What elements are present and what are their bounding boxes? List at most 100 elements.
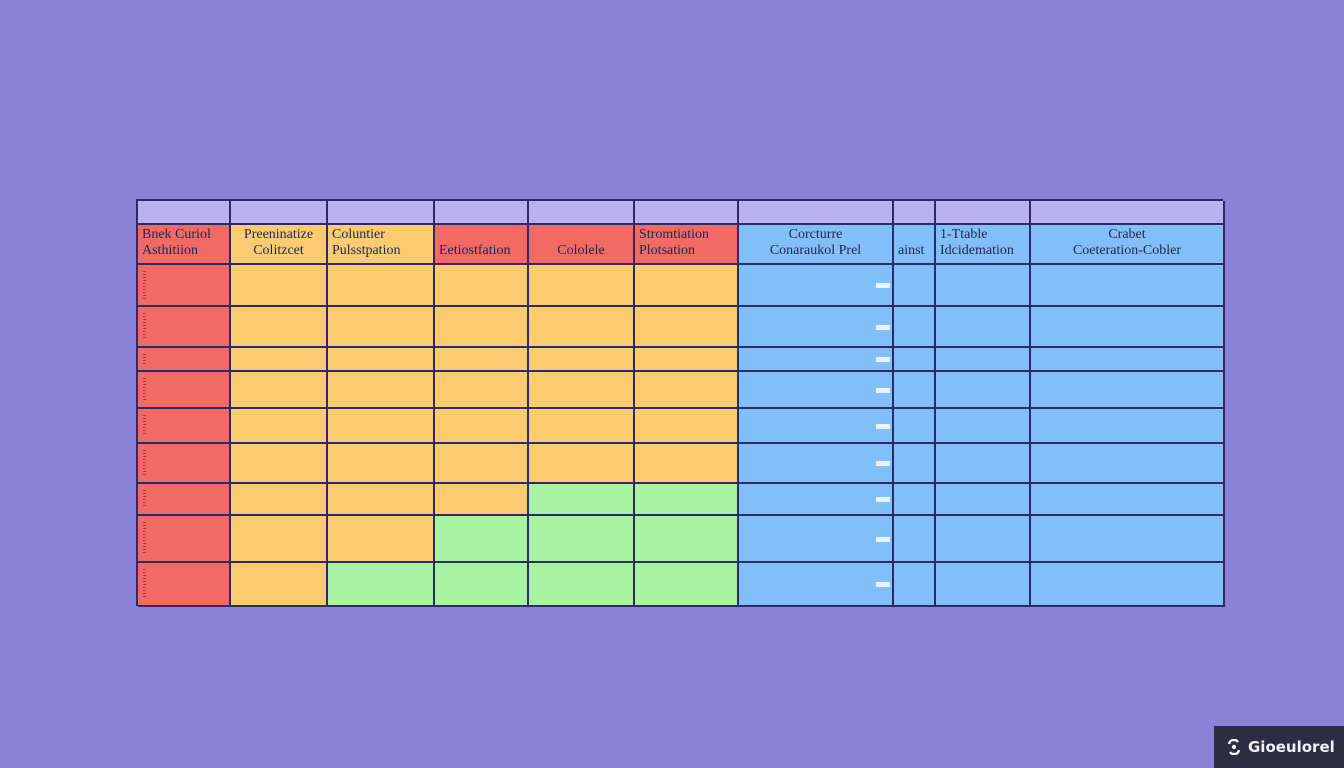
table-cell[interactable] [138,409,231,444]
table-cell[interactable] [739,348,894,372]
table-cell[interactable] [328,265,435,307]
table-cell[interactable] [894,348,936,372]
table-cell[interactable] [138,444,231,484]
table-cell[interactable] [894,444,936,484]
table-cell[interactable] [138,307,231,348]
table-cell[interactable] [435,409,529,444]
table-cell[interactable] [529,372,635,409]
table-cell[interactable] [328,409,435,444]
column-header[interactable]: 1-Ttable Idcidemation [936,225,1031,265]
table-cell[interactable] [635,484,739,516]
table-cell[interactable] [635,444,739,484]
table-cell[interactable] [435,372,529,409]
table-cell[interactable] [529,484,635,516]
table-cell[interactable] [894,484,936,516]
column-header[interactable]: Bnek Curiol Asthitiion [138,225,231,265]
table-cell[interactable] [936,307,1031,348]
table-cell[interactable] [435,563,529,607]
table-cell[interactable] [435,307,529,348]
table-cell[interactable] [529,348,635,372]
table-cell[interactable] [138,265,231,307]
table-cell[interactable] [739,563,894,607]
table-cell[interactable] [635,307,739,348]
column-header[interactable]: Coluntier Pulsstpation [328,225,435,265]
table-cell[interactable] [138,516,231,563]
table-cell[interactable] [936,265,1031,307]
table-cell[interactable] [231,444,328,484]
table-cell[interactable] [328,484,435,516]
table-cell[interactable] [529,307,635,348]
table-cell[interactable] [1031,409,1225,444]
table-cell[interactable] [739,516,894,563]
table-cell[interactable] [435,516,529,563]
table-cell[interactable] [739,444,894,484]
table-cell[interactable] [231,348,328,372]
column-header[interactable]: Eetiostfation [435,225,529,265]
table-cell[interactable] [138,484,231,516]
table-cell[interactable] [231,563,328,607]
table-cell[interactable] [635,516,739,563]
table-cell[interactable] [936,484,1031,516]
table-cell[interactable] [328,563,435,607]
table-cell[interactable] [529,409,635,444]
table-cell[interactable] [435,484,529,516]
table-cell[interactable] [328,444,435,484]
column-header[interactable]: Preeninatize Colitzcet [231,225,328,265]
table-cell[interactable] [739,265,894,307]
table-cell[interactable] [894,307,936,348]
table-cell[interactable] [328,372,435,409]
table-cell[interactable] [231,265,328,307]
table-cell[interactable] [739,484,894,516]
table-cell[interactable] [435,265,529,307]
table-cell[interactable] [138,372,231,409]
table-cell[interactable] [231,516,328,563]
table-cell[interactable] [529,516,635,563]
table-cell[interactable] [739,409,894,444]
table-cell[interactable] [529,444,635,484]
table-cell[interactable] [1031,563,1225,607]
table-cell[interactable] [739,307,894,348]
table-cell[interactable] [739,372,894,409]
table-cell[interactable] [1031,444,1225,484]
table-cell[interactable] [635,563,739,607]
table-cell[interactable] [894,409,936,444]
table-cell[interactable] [1031,348,1225,372]
table-cell[interactable] [1031,372,1225,409]
table-cell[interactable] [936,516,1031,563]
column-header[interactable]: Stromtiation Plotsation [635,225,739,265]
table-cell[interactable] [894,372,936,409]
table-cell[interactable] [635,348,739,372]
column-header[interactable]: ainst [894,225,936,265]
table-cell[interactable] [1031,484,1225,516]
table-cell[interactable] [529,563,635,607]
table-cell[interactable] [138,348,231,372]
table-cell[interactable] [894,563,936,607]
column-header[interactable]: Corcturre Conaraukol Prel [739,225,894,265]
table-cell[interactable] [328,348,435,372]
table-cell[interactable] [1031,307,1225,348]
table-cell[interactable] [328,307,435,348]
table-cell[interactable] [435,444,529,484]
table-cell[interactable] [635,372,739,409]
table-cell[interactable] [1031,265,1225,307]
table-cell[interactable] [529,265,635,307]
table-cell[interactable] [894,516,936,563]
table-cell[interactable] [635,265,739,307]
table-cell[interactable] [936,563,1031,607]
table-cell[interactable] [231,372,328,409]
table-cell[interactable] [231,484,328,516]
table-cell[interactable] [435,348,529,372]
table-cell[interactable] [231,409,328,444]
table-cell[interactable] [1031,516,1225,563]
column-header[interactable]: Crabet Coeteration-Cobler [1031,225,1225,265]
column-header[interactable]: Cololele [529,225,635,265]
table-cell[interactable] [138,563,231,607]
table-cell[interactable] [936,372,1031,409]
table-cell[interactable] [231,307,328,348]
table-cell[interactable] [635,409,739,444]
table-cell[interactable] [328,516,435,563]
table-cell[interactable] [936,348,1031,372]
table-cell[interactable] [894,265,936,307]
table-cell[interactable] [936,409,1031,444]
table-cell[interactable] [936,444,1031,484]
